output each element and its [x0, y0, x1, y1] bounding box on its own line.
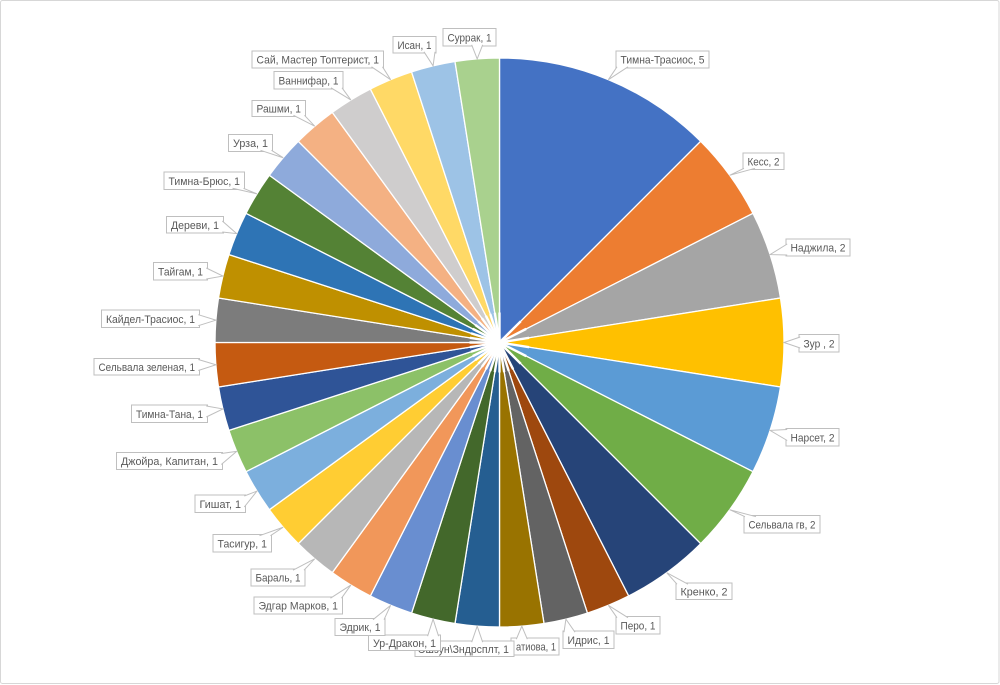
- svg-text:Сай, Мастер Топтерист, 1: Сай, Мастер Топтерист, 1: [257, 55, 380, 67]
- svg-text:Бараль, 1: Бараль, 1: [256, 573, 301, 585]
- svg-text:Идрис, 1: Идрис, 1: [568, 635, 610, 647]
- svg-text:Наджила, 2: Наджила, 2: [791, 243, 846, 255]
- svg-text:Урза, 1: Урза, 1: [233, 138, 268, 150]
- svg-text:Исан, 1: Исан, 1: [398, 40, 432, 52]
- svg-text:Нарсет, 2: Нарсет, 2: [791, 432, 835, 444]
- svg-text:Сельвала гв, 2: Сельвала гв, 2: [749, 519, 816, 531]
- svg-text:Тайгам, 1: Тайгам, 1: [158, 266, 203, 278]
- svg-text:Дереви, 1: Дереви, 1: [171, 220, 219, 232]
- svg-text:атиова, 1: атиова, 1: [516, 642, 556, 654]
- svg-text:Кренко, 2: Кренко, 2: [681, 586, 728, 598]
- svg-text:Эдрик, 1: Эдрик, 1: [340, 622, 381, 634]
- svg-text:Сельвала зеленая, 1: Сельвала зеленая, 1: [99, 362, 196, 374]
- svg-text:Эдгар Марков, 1: Эдгар Марков, 1: [259, 601, 339, 613]
- svg-text:Перо, 1: Перо, 1: [621, 620, 656, 632]
- svg-text:Ур-Дракон, 1: Ур-Дракон, 1: [373, 638, 436, 650]
- svg-text:Тимна-Трасиос, 5: Тимна-Трасиос, 5: [621, 55, 705, 67]
- svg-text:Тимна-Тана, 1: Тимна-Тана, 1: [136, 409, 203, 421]
- svg-text:Гишат, 1: Гишат, 1: [200, 499, 242, 511]
- svg-text:Джойра, Капитан, 1: Джойра, Капитан, 1: [121, 456, 218, 468]
- svg-text:Рашми, 1: Рашми, 1: [257, 104, 302, 116]
- svg-text:Зур , 2: Зур , 2: [804, 338, 835, 350]
- svg-text:Ваннифар, 1: Ваннифар, 1: [279, 75, 339, 87]
- svg-text:Кайдел-Трасиос, 1: Кайдел-Трасиос, 1: [106, 314, 195, 326]
- svg-text:Суррак, 1: Суррак, 1: [448, 32, 492, 44]
- svg-text:Тасигур, 1: Тасигур, 1: [218, 538, 268, 550]
- svg-text:Тимна-Брюс, 1: Тимна-Брюс, 1: [169, 176, 241, 188]
- svg-text:Кесс, 2: Кесс, 2: [748, 156, 780, 168]
